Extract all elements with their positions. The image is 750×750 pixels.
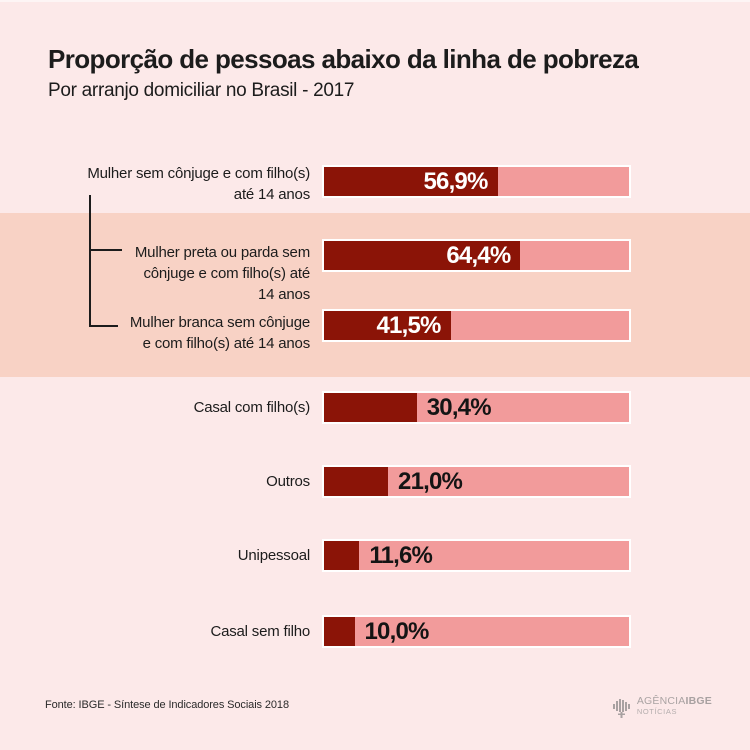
bracket-vertical-line	[89, 195, 91, 327]
bar-value-outside: 10,0%	[364, 617, 430, 645]
bar-value-inside: 56,9%	[423, 167, 488, 195]
bar-value-inside: 41,5%	[376, 311, 442, 339]
bar-label: Mulher sem cônjuge e com filho(s) até 14 …	[87, 165, 310, 203]
bar-fill: 41,5%	[324, 311, 451, 340]
chart-title: Proporção de pessoas abaixo da linha de …	[48, 44, 639, 74]
bar-track: 10,0%	[322, 615, 631, 648]
bar-label: Unipessoal	[237, 547, 310, 564]
top-edge-strip	[0, 0, 750, 2]
bar-fill: 56,9%	[324, 167, 498, 196]
bar-value-outside: 11,6%	[369, 541, 433, 569]
bar-fill	[324, 467, 389, 496]
bar-track: 30,4%	[322, 391, 631, 424]
logo-subtext: NOTÍCIAS	[636, 707, 678, 716]
logo-text: AGÊNCIAIBGE	[636, 695, 712, 707]
bar-label: Mulher branca sem cônjuge e com filho(s) …	[129, 314, 310, 352]
bar-track: 11,6%	[322, 539, 631, 572]
bar-track: 41,5%	[322, 309, 631, 342]
chart-subtitle: Por arranjo domiciliar no Brasil - 2017	[48, 80, 355, 101]
source-note: Fonte: IBGE - Síntese de Indicadores Soc…	[45, 699, 289, 711]
bar-value-inside: 64,4%	[446, 241, 511, 269]
bar-value-outside: 21,0%	[398, 467, 463, 495]
bar-label: Mulher preta ou parda sem cônjuge e com f…	[134, 244, 310, 303]
bar-fill	[324, 617, 355, 646]
agencia-ibge-logo: AGÊNCIAIBGE NOTÍCIAS	[612, 695, 712, 718]
ibge-tree-icon	[612, 699, 630, 718]
bar-value-outside: 30,4%	[426, 393, 492, 421]
chart-header: Proporção de pessoas abaixo da linha de …	[48, 44, 708, 102]
bar-label: Casal com filho(s)	[193, 399, 311, 416]
bar-label: Outros	[266, 473, 310, 490]
bar-track: 64,4%	[322, 239, 631, 272]
bar-track: 21,0%	[322, 465, 631, 498]
bar-fill	[324, 541, 360, 570]
bar-fill	[324, 393, 417, 422]
bracket-tick-bottom	[89, 325, 118, 327]
bar-fill: 64,4%	[324, 241, 521, 270]
bar-label: Casal sem filho	[210, 623, 310, 640]
bar-track: 56,9%	[322, 165, 631, 198]
bracket-tick-top	[89, 249, 122, 251]
